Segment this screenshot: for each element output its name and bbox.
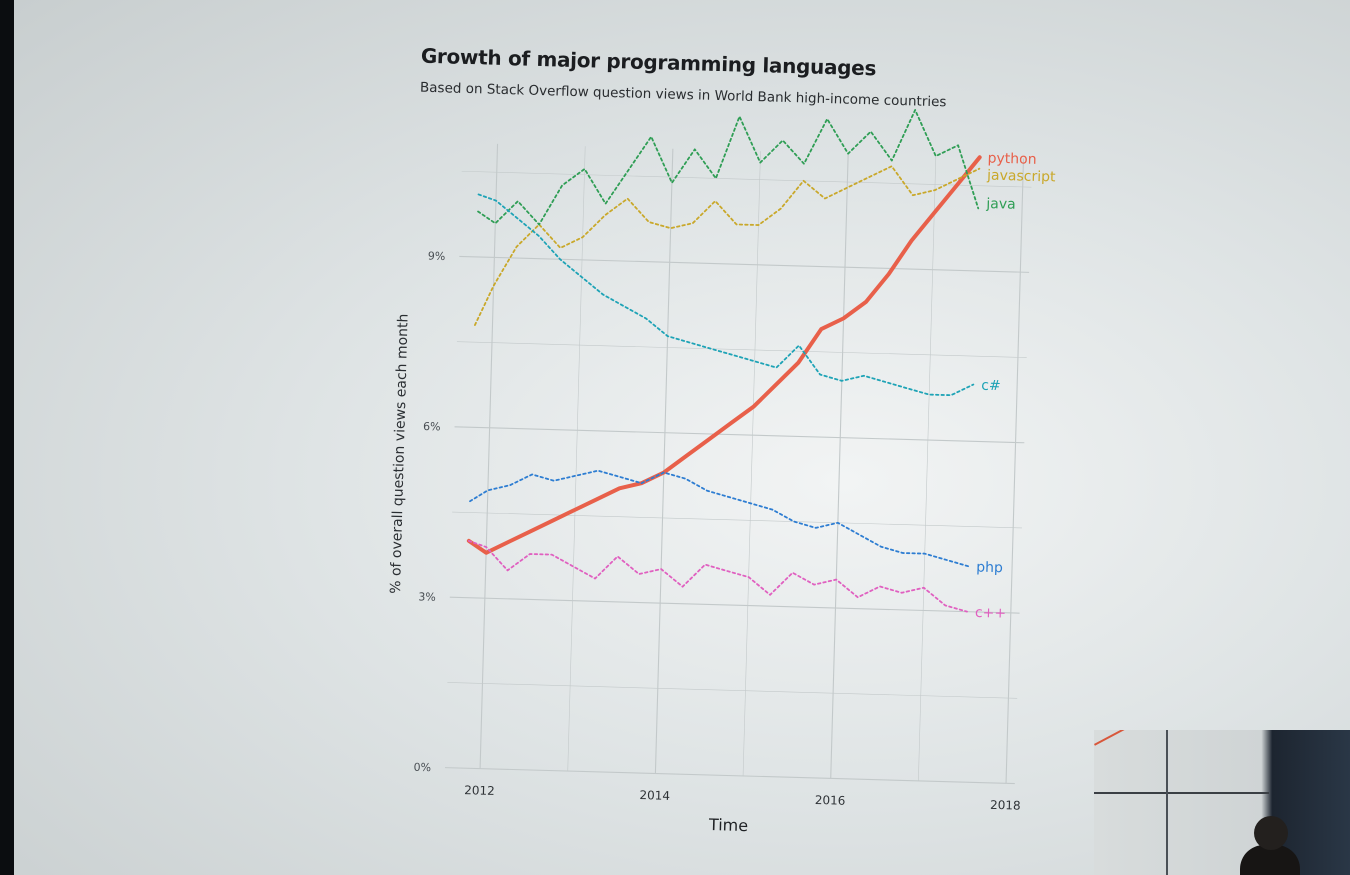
y-tick-label: 9% — [428, 250, 446, 263]
gridline-h — [449, 596, 1020, 614]
line-chart: 0% 3% 6% 9% 2012 2014 2016 2018 Time % of overall… — [388, 109, 1056, 835]
chart-area: Growth of major programming languages Ba… — [14, 0, 1350, 875]
speaker-body — [1240, 845, 1300, 875]
y-tick-label: 0% — [413, 761, 431, 774]
x-tick-label: 2018 — [990, 798, 1021, 813]
gridline-v — [654, 148, 674, 774]
series-line-python — [466, 155, 982, 555]
x-axis-label: Time — [708, 815, 749, 835]
speaker-video-inset — [1094, 730, 1350, 875]
series-label-php: php — [976, 559, 1003, 576]
y-axis-label: % of overall question views each month — [388, 313, 412, 594]
series-label-csharp: c# — [981, 378, 1001, 395]
speaker-head — [1254, 816, 1288, 850]
gridline-v — [567, 146, 586, 772]
projector-screen: Growth of major programming languages Ba… — [14, 0, 1350, 875]
gridline-h — [456, 341, 1027, 358]
series-label-java: java — [985, 196, 1016, 213]
gridline-v — [742, 151, 761, 776]
gridline-h — [447, 682, 1018, 699]
gridline-h — [454, 426, 1025, 444]
y-tick-label: 3% — [418, 590, 436, 603]
gridline-h — [452, 511, 1022, 529]
x-tick-label: 2016 — [815, 793, 846, 808]
inset-red-line — [1094, 730, 1136, 746]
series-line-csharp — [477, 193, 975, 397]
gridline-v — [1005, 158, 1025, 784]
series-line-php — [469, 469, 970, 568]
gridline-h — [445, 767, 1015, 785]
gridline-v — [479, 143, 499, 769]
series-label-python: python — [987, 151, 1036, 168]
gridline-v — [830, 153, 849, 779]
y-tick-label: 6% — [423, 420, 441, 433]
inset-axis-line — [1166, 730, 1168, 875]
inset-gridline — [1094, 792, 1269, 794]
series-label-cpp: c++ — [975, 605, 1007, 622]
gridline-h — [459, 255, 1030, 273]
series-line-java — [477, 109, 980, 226]
x-tick-label: 2014 — [639, 788, 670, 803]
series-line-cpp — [467, 539, 968, 613]
gridline-h — [461, 170, 1032, 188]
gridline-v — [918, 156, 937, 781]
x-tick-label: 2012 — [464, 783, 495, 798]
series-label-javascript: javascript — [986, 168, 1056, 186]
series-line-javascript — [473, 165, 981, 326]
